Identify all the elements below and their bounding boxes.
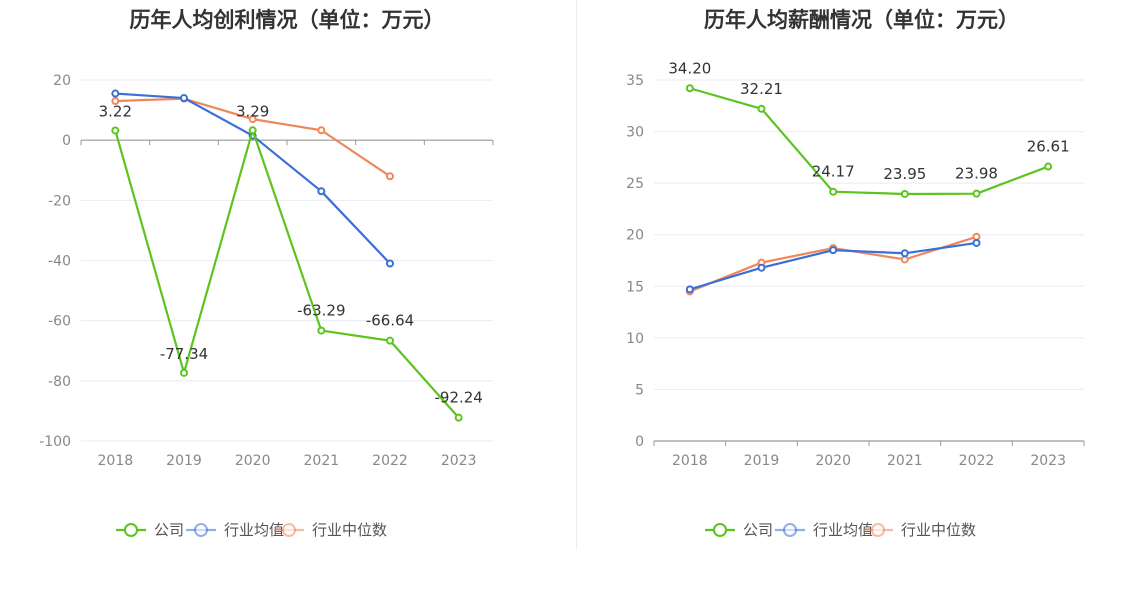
y-tick-label: 5 [635,382,644,398]
y-tick-label: 35 [626,73,644,89]
x-tick-label: 2019 [166,453,202,469]
data-label: 23.95 [883,165,926,183]
data-label: 3.29 [236,102,269,120]
x-tick-label: 2021 [887,453,923,469]
data-point [180,368,188,377]
chart-title: 历年人均薪酬情况（单位：万元） [704,8,1019,32]
data-label: -63.29 [297,302,345,320]
x-tick-label: 2018 [98,453,134,469]
x-tick-label: 2022 [959,453,995,469]
y-tick-label: 20 [626,228,644,244]
y-tick-label: 20 [53,73,71,89]
data-label: 24.17 [812,163,855,181]
x-tick-label: 2020 [815,453,851,469]
data-point [972,189,981,198]
data-point [111,126,120,135]
data-point [1044,162,1053,171]
data-label: 23.98 [955,165,998,183]
y-tick-label: 30 [626,125,644,141]
data-point [386,259,394,268]
legend-label: 行业均值 [224,521,284,539]
legend-marker [194,523,208,537]
data-point [972,238,981,247]
legend-item: 公司 [116,521,184,539]
legend-marker [282,523,296,537]
data-label: 32.21 [740,80,783,98]
data-point [454,413,463,422]
data-point [829,246,838,255]
x-tick-label: 2019 [744,453,780,469]
legend-label: 公司 [154,521,184,539]
y-tick-label: 25 [626,176,644,192]
data-point [829,187,838,196]
x-tick-label: 2021 [304,453,340,469]
legend-label: 行业均值 [813,521,873,539]
data-point [180,94,188,103]
series-line [114,129,460,419]
data-point [317,126,326,135]
legend-marker [871,523,885,537]
data-point [386,172,394,181]
x-tick-label: 2020 [235,453,271,469]
data-point [248,126,257,135]
data-point [248,115,257,124]
legend-label: 行业中位数 [901,521,976,539]
chart-title: 历年人均创利情况（单位：万元） [129,8,445,32]
y-tick-label: 0 [635,434,644,450]
data-point [317,326,326,335]
y-tick-label: -80 [48,374,71,390]
legend-marker [713,523,727,537]
y-tick-label: -20 [48,193,71,209]
y-tick-label: 15 [626,279,644,295]
legend-marker [783,523,797,537]
data-point [386,336,394,345]
data-label: 34.20 [668,59,711,77]
y-tick-label: 10 [626,331,644,347]
y-tick-label: -40 [48,254,71,270]
legend-item: 公司 [705,521,773,539]
y-tick-label: 0 [62,133,71,149]
x-tick-label: 2018 [672,453,708,469]
data-point [757,104,766,113]
salary-chart: 35 30 25 20 15 10 5 0 2018 2019 2020 2021 2022 2023 34… [626,59,1085,539]
x-tick-label: 2023 [1030,453,1066,469]
y-tick-label: -60 [48,314,71,330]
legend-item: 行业均值 [186,521,284,539]
data-point [900,255,909,264]
data-point [317,187,326,196]
data-label: -66.64 [366,312,414,330]
data-point [900,249,909,258]
data-label: -77.34 [160,345,208,363]
data-point [111,97,120,106]
profit-chart: 20 0 -20 -40 -60 -80 -100 2018 2019 2020 2021 2022 2… [39,73,494,539]
data-label: -92.24 [434,389,482,407]
panel-divider [576,0,577,550]
x-tick-label: 2022 [372,453,408,469]
legend-marker [124,523,138,537]
data-point [111,89,120,98]
data-point [972,232,981,241]
y-tick-label: -100 [39,434,71,450]
data-point [900,189,909,198]
data-point [685,84,694,93]
salary-chart-panel: 历年人均薪酬情况（单位：万元） 35 30 25 20 15 10 5 0 2018 2019 20… [575,0,1148,589]
data-point [757,263,766,272]
series-line [689,87,1049,196]
legend-item: 行业中位数 [863,521,976,539]
profit-chart-panel: 历年人均创利情况（单位：万元） 20 0 -20 -40 -60 -80 -100 2018 2… [39,8,494,539]
legend-label: 行业中位数 [312,521,387,539]
legend-label: 公司 [743,521,773,539]
data-label: 3.22 [99,102,132,120]
data-label: 26.61 [1027,138,1070,156]
x-tick-label: 2023 [441,453,477,469]
legend-item: 行业中位数 [274,521,387,539]
data-point [685,285,694,294]
legend-item: 行业均值 [775,521,873,539]
